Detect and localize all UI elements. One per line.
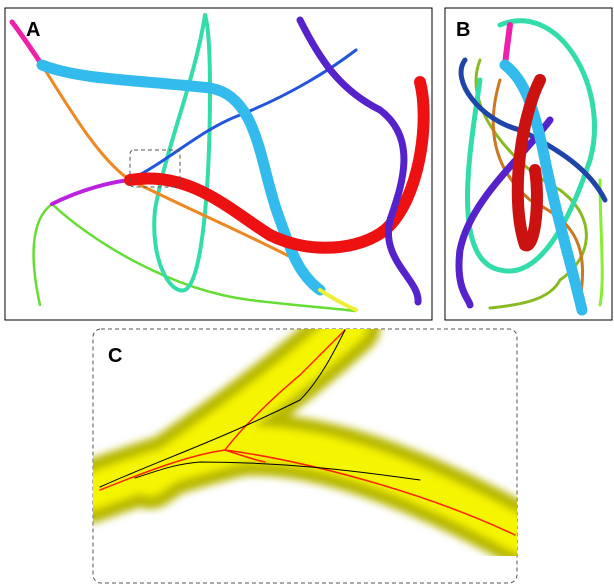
- panel-a: A: [5, 8, 432, 320]
- panel-label: C: [108, 345, 122, 367]
- panel-c: C: [90, 325, 520, 583]
- figure: A B: [0, 0, 614, 587]
- panel-b: B: [445, 8, 612, 320]
- panel-label: A: [26, 19, 40, 41]
- panel-frame: [5, 8, 432, 320]
- panel-label: B: [456, 19, 470, 41]
